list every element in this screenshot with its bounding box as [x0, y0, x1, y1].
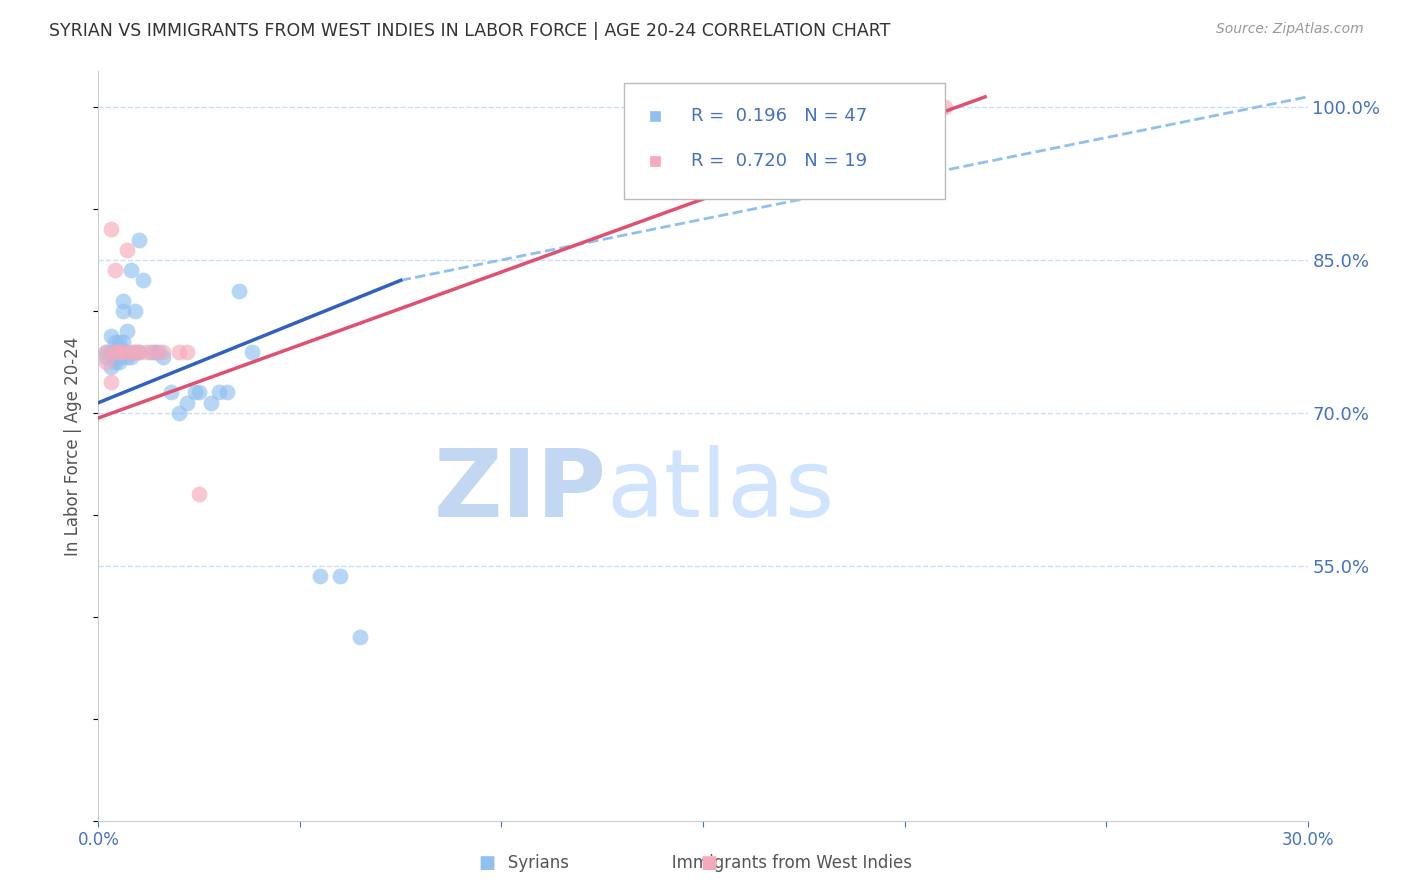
Point	[651, 100, 673, 114]
Point	[111, 334, 134, 349]
Point	[208, 385, 231, 400]
Text: R =  0.196   N = 47: R = 0.196 N = 47	[690, 107, 868, 125]
Point	[96, 355, 118, 369]
Point	[107, 344, 129, 359]
Point	[100, 222, 122, 236]
Text: R =  0.720   N = 19: R = 0.720 N = 19	[690, 153, 868, 170]
Point	[132, 273, 155, 287]
Point	[120, 350, 142, 364]
Point	[672, 100, 695, 114]
Y-axis label: In Labor Force | Age 20-24: In Labor Force | Age 20-24	[65, 336, 83, 556]
Point	[115, 350, 138, 364]
Point	[240, 344, 263, 359]
Point	[188, 385, 211, 400]
Point	[176, 344, 198, 359]
Text: ZIP: ZIP	[433, 445, 606, 537]
Point	[120, 263, 142, 277]
Point	[135, 344, 157, 359]
Point	[111, 304, 134, 318]
Point	[124, 304, 146, 318]
Point	[100, 329, 122, 343]
Point	[103, 355, 125, 369]
Text: Immigrants from West Indies: Immigrants from West Indies	[634, 855, 912, 872]
Point	[152, 344, 174, 359]
Point	[107, 350, 129, 364]
Text: ■: ■	[700, 855, 717, 872]
Text: ■: ■	[478, 855, 495, 872]
Point	[176, 395, 198, 409]
Point	[184, 385, 207, 400]
Point	[200, 395, 222, 409]
Point	[115, 344, 138, 359]
Point	[217, 385, 239, 400]
Point	[692, 100, 714, 114]
Point	[111, 293, 134, 308]
Point	[349, 630, 371, 644]
Point	[167, 344, 190, 359]
Text: Syrians: Syrians	[471, 855, 569, 872]
Point	[103, 344, 125, 359]
Point	[143, 344, 166, 359]
Point	[934, 100, 956, 114]
Point	[139, 344, 162, 359]
Point	[128, 233, 150, 247]
Point	[143, 344, 166, 359]
Point	[188, 487, 211, 501]
Text: Source: ZipAtlas.com: Source: ZipAtlas.com	[1216, 22, 1364, 37]
Point	[128, 344, 150, 359]
Point	[124, 344, 146, 359]
FancyBboxPatch shape	[624, 83, 945, 199]
Point	[115, 243, 138, 257]
Point	[124, 344, 146, 359]
Point	[103, 263, 125, 277]
Point	[100, 344, 122, 359]
Point	[309, 569, 332, 583]
Point	[107, 355, 129, 369]
Point	[711, 100, 734, 114]
Point	[103, 334, 125, 349]
Point	[115, 324, 138, 338]
Point	[329, 569, 352, 583]
Point	[228, 284, 250, 298]
Point	[128, 344, 150, 359]
Point	[103, 344, 125, 359]
Point	[100, 359, 122, 374]
Text: atlas: atlas	[606, 445, 835, 537]
Point	[111, 344, 134, 359]
Point	[96, 344, 118, 359]
Point	[96, 344, 118, 359]
Point	[120, 344, 142, 359]
Point	[167, 406, 190, 420]
Point	[96, 350, 118, 364]
Point	[107, 340, 129, 354]
Point	[148, 344, 170, 359]
Text: SYRIAN VS IMMIGRANTS FROM WEST INDIES IN LABOR FORCE | AGE 20-24 CORRELATION CHA: SYRIAN VS IMMIGRANTS FROM WEST INDIES IN…	[49, 22, 890, 40]
Point	[100, 376, 122, 390]
Point	[152, 350, 174, 364]
Point	[103, 350, 125, 364]
Point	[160, 385, 183, 400]
Point	[107, 334, 129, 349]
